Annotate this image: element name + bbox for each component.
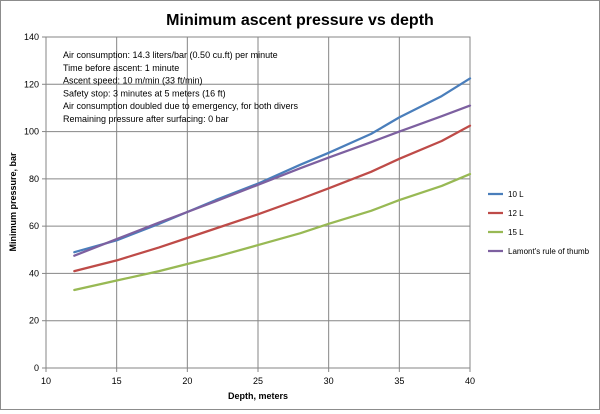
y-tick-label: 80 xyxy=(29,174,39,184)
axis-layer: 0 20 40 60 80 100 120 140 10 15 20 25 30 35 40 xyxy=(24,32,475,386)
y-tick-label: 60 xyxy=(29,221,39,231)
y-tick-label: 0 xyxy=(34,363,39,373)
legend-label: Lamont's rule of thumb xyxy=(508,247,590,256)
chart-title: Minimum ascent pressure vs depth xyxy=(166,12,434,29)
annotation-line: Time before ascent: 1 minute xyxy=(63,63,179,73)
x-tick-label: 15 xyxy=(112,376,122,386)
y-axis-label: Minimum pressure, bar xyxy=(8,152,18,252)
x-tick-label: 30 xyxy=(324,376,334,386)
legend-label: 10 L xyxy=(508,190,524,199)
annotation-line: Air consumption doubled due to emergency… xyxy=(63,101,298,111)
legend-label: 15 L xyxy=(508,228,524,237)
annotation-box: Air consumption: 14.3 liters/bar (0.50 c… xyxy=(63,50,298,124)
series-line xyxy=(73,104,472,257)
x-tick-label: 25 xyxy=(253,376,263,386)
legend-label: 12 L xyxy=(508,209,524,218)
y-tick-label: 140 xyxy=(24,32,39,42)
grid-layer xyxy=(46,37,470,368)
annotation-line: Air consumption: 14.3 liters/bar (0.50 c… xyxy=(63,50,278,60)
y-tick-label: 100 xyxy=(24,127,39,137)
annotation-line: Ascent speed: 10 m/min (33 ft/min) xyxy=(63,76,203,86)
y-tick-label: 40 xyxy=(29,268,39,278)
y-tick-label: 20 xyxy=(29,316,39,326)
x-tick-label: 20 xyxy=(182,376,192,386)
annotation-line: Remaining pressure after surfacing: 0 ba… xyxy=(63,114,229,124)
annotation-line: Safety stop: 3 minutes at 5 meters (16 f… xyxy=(63,88,226,98)
y-tick-label: 120 xyxy=(24,79,39,89)
legend: 10 L 12 L 15 L Lamont's rule of thumb xyxy=(488,190,590,256)
series-line xyxy=(73,172,472,292)
series-layer xyxy=(73,77,472,292)
x-axis-label: Depth, meters xyxy=(228,391,288,401)
x-tick-label: 35 xyxy=(394,376,404,386)
x-tick-label: 10 xyxy=(41,376,51,386)
series-line xyxy=(73,124,472,273)
x-tick-label: 40 xyxy=(465,376,475,386)
